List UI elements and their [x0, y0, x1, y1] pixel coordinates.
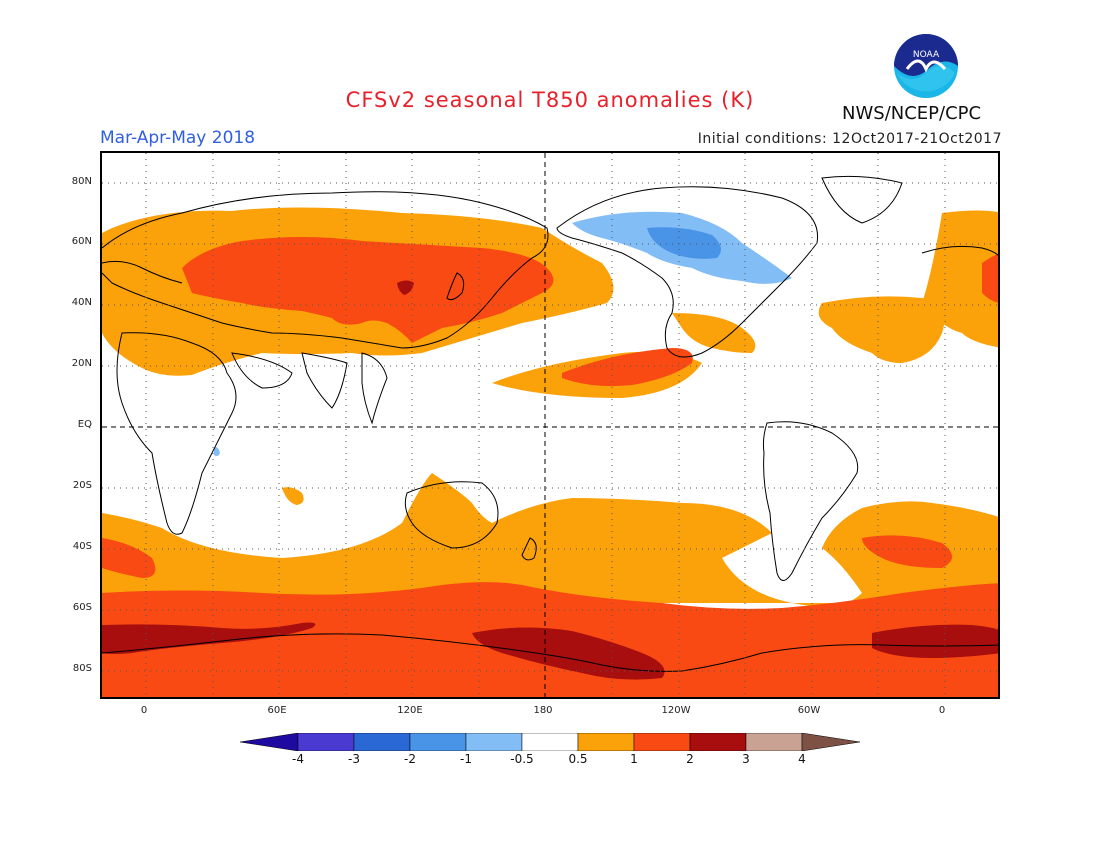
lon-label-60w: 60W [797, 705, 821, 716]
lon-label-120e: 120E [397, 705, 423, 716]
anomaly-2-to-3-regions [102, 280, 998, 680]
legend-swatch-gt-4 [801, 733, 861, 751]
lat-label-60s: 60S [72, 602, 92, 613]
legend-label-2: 2 [686, 752, 694, 766]
lon-label-120w: 120W [661, 705, 691, 716]
reference-lines [102, 153, 998, 697]
season-label: Mar-Apr-May 2018 [100, 128, 256, 148]
legend-swatch-lt-minus-4 [240, 733, 299, 751]
lat-label-20n: 20N [71, 358, 92, 369]
legend-label-minus-1: -1 [460, 752, 472, 766]
legend-label-4: 4 [798, 752, 806, 766]
legend-label-0-5: 0.5 [568, 752, 588, 766]
lon-label-0: 0 [140, 705, 148, 716]
legend-swatch-2 [689, 733, 747, 751]
legend-swatch-minus-2 [409, 733, 467, 751]
agency-label: NWS/NCEP/CPC [842, 103, 982, 124]
lon-label-180: 180 [533, 705, 553, 716]
logo-text: NOAA [913, 50, 940, 60]
legend-swatch-minus-4 [297, 733, 355, 751]
initial-conditions-label: Initial conditions: 12Oct2017-21Oct2017 [697, 131, 1002, 147]
lon-label-60e: 60E [267, 705, 287, 716]
legend-swatch-1 [633, 733, 691, 751]
color-legend [240, 733, 861, 751]
lat-label-20s: 20S [72, 480, 92, 491]
legend-label-minus-2: -2 [404, 752, 416, 766]
map-canvas [102, 153, 998, 697]
legend-swatch-minus-1 [465, 733, 523, 751]
lat-label-40n: 40N [71, 297, 92, 308]
legend-label-minus-4: -4 [292, 752, 304, 766]
legend-swatch-minus-3 [353, 733, 411, 751]
lat-label-eq: EQ [77, 419, 92, 430]
noaa-logo-icon: NOAA [894, 34, 958, 98]
lat-label-80s: 80S [72, 663, 92, 674]
legend-label-minus-3: -3 [348, 752, 360, 766]
coastlines [102, 175, 998, 672]
legend-label-minus-0-5: -0.5 [510, 752, 534, 766]
legend-swatch-neutral [521, 733, 579, 751]
anomaly-minus-2-to-minus-1-regions [647, 227, 721, 259]
legend-swatch-3 [745, 733, 803, 751]
legend-label-1: 1 [630, 752, 638, 766]
anomaly-map [100, 151, 1000, 699]
legend-label-3: 3 [742, 752, 750, 766]
lat-lon-grid [102, 153, 998, 697]
lat-label-60n: 60N [71, 236, 92, 247]
lat-label-80n: 80N [71, 176, 92, 187]
lon-label-0-east: 0 [938, 705, 946, 716]
chart-title: CFSv2 seasonal T850 anomalies (K) [345, 88, 755, 112]
lat-label-40s: 40S [72, 541, 92, 552]
legend-swatch-0-5 [577, 733, 635, 751]
